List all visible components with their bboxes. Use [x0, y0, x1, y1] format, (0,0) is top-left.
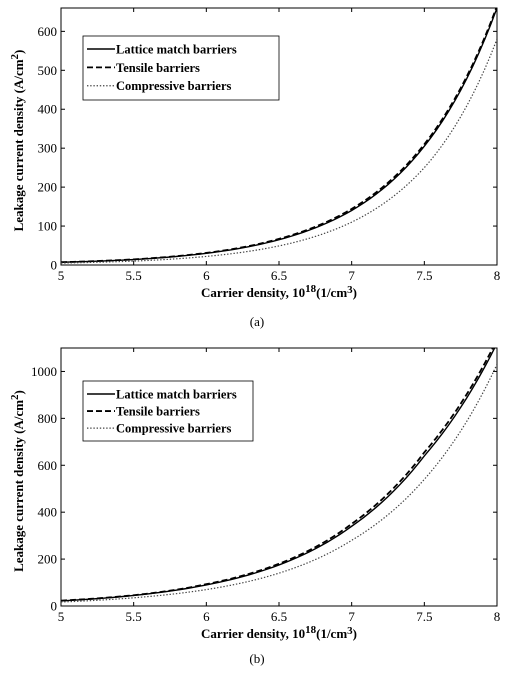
- y-tick-label: 200: [38, 180, 58, 195]
- y-tick-label: 1000: [31, 364, 57, 379]
- legend-box: [82, 35, 280, 101]
- panel-caption: (b): [249, 651, 264, 666]
- x-tick-label: 8: [494, 609, 501, 624]
- legend-label: Lattice match barriers: [116, 43, 237, 57]
- x-tick-label: 6: [203, 268, 210, 283]
- y-tick-label: 300: [38, 141, 58, 156]
- legend-label: Tensile barriers: [116, 405, 200, 419]
- x-axis-label-sup: 18: [305, 624, 317, 636]
- legend-box: [82, 380, 254, 442]
- x-axis-label-text: Carrier density, 10: [201, 285, 305, 300]
- x-tick-label: 5.5: [126, 268, 142, 283]
- legend-label: Lattice match barriers: [116, 388, 237, 402]
- x-axis-label: Carrier density, 1018(1/cm3): [201, 283, 357, 300]
- x-tick-label: 6.5: [271, 268, 287, 283]
- x-axis-label: Carrier density, 1018(1/cm3): [201, 624, 357, 641]
- y-axis-label-text: Leakage current density (A/cm: [11, 59, 26, 231]
- y-axis-label: Leakage current density (A/cm2): [9, 390, 26, 572]
- legend: Lattice match barriers Tensile barriers Co…: [82, 380, 254, 442]
- y-axis-label-text: Leakage current density (A/cm: [11, 400, 26, 572]
- legend-label: Tensile barriers: [116, 61, 200, 75]
- chart-panel-1: 5 5.5 6 6.5 7 7.5 8 0 200 400 600 800 1000 Lattice ma…: [9, 347, 501, 666]
- x-axis-label-sup2: 3: [347, 625, 353, 637]
- x-axis-label-sup: 18: [305, 283, 317, 295]
- y-tick-label: 100: [38, 219, 58, 234]
- legend-label: Compressive barriers: [116, 79, 232, 93]
- y-tick-label: 0: [51, 258, 58, 273]
- legend: Lattice match barriers Tensile barriers Co…: [82, 35, 280, 101]
- y-tick-label: 500: [38, 63, 58, 78]
- y-axis-label-sup: 2: [9, 394, 21, 400]
- series-line-dotted: [61, 38, 497, 264]
- y-tick-label: 600: [38, 24, 58, 39]
- y-axis-label-sup: 2: [9, 53, 21, 59]
- x-tick-label: 6.5: [271, 609, 287, 624]
- series-line-dashed: [61, 348, 494, 602]
- x-tick-label: 7.5: [416, 609, 432, 624]
- x-tick-label: 5.5: [126, 609, 142, 624]
- y-tick-label: 400: [38, 505, 58, 520]
- y-tick-label: 0: [51, 599, 58, 614]
- y-tick-label: 600: [38, 458, 58, 473]
- x-axis-label-sup2: 3: [347, 284, 353, 296]
- y-tick-label: 400: [38, 102, 58, 117]
- x-tick-label: 5: [58, 609, 65, 624]
- y-axis-label-end: ): [11, 50, 26, 54]
- panel-caption: (a): [250, 314, 264, 329]
- y-axis-label: Leakage current density (A/cm2): [9, 50, 26, 232]
- x-axis-label-tail: (1/cm: [316, 285, 347, 300]
- series-line-dashed: [61, 8, 497, 264]
- x-tick-label: 8: [494, 268, 501, 283]
- x-axis-label-end: ): [353, 626, 357, 641]
- y-axis-label-end: ): [11, 390, 26, 394]
- x-axis-label-text: Carrier density, 10: [201, 626, 305, 641]
- x-tick-label: 7: [348, 609, 355, 624]
- chart-panel-0: 5 5.5 6 6.5 7 7.5 8 0 100 200 300 400 500 600 Lattice …: [9, 7, 501, 329]
- x-axis-label-end: ): [353, 285, 357, 300]
- x-tick-label: 7: [348, 268, 355, 283]
- legend-label: Compressive barriers: [116, 422, 232, 436]
- y-tick-label: 800: [38, 411, 58, 426]
- x-tick-label: 5: [58, 268, 65, 283]
- x-tick-label: 7.5: [416, 268, 432, 283]
- x-tick-label: 6: [203, 609, 210, 624]
- y-tick-label: 200: [38, 552, 58, 567]
- x-axis-label-tail: (1/cm: [316, 626, 347, 641]
